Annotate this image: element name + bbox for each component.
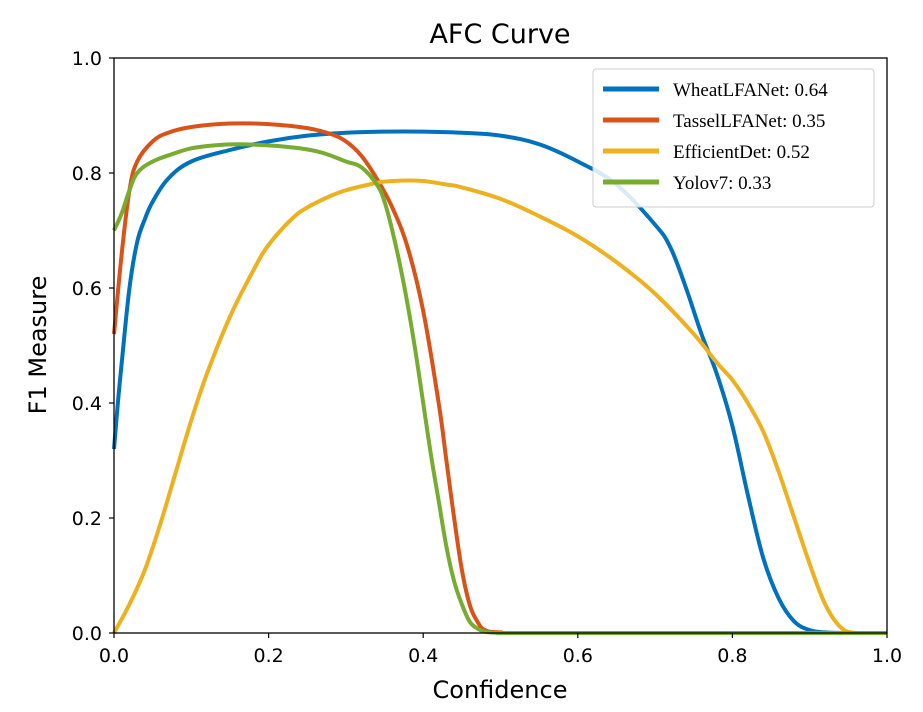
y-tick-label: 1.0 [72, 48, 102, 70]
x-tick-label: 0.8 [717, 645, 747, 667]
y-tick-label: 0.6 [72, 278, 102, 300]
legend-box [592, 68, 875, 208]
legend-label-3: Yolov7: 0.33 [673, 173, 771, 194]
y-tick-label: 0.0 [72, 623, 102, 645]
legend-label-2: EfficientDet: 0.52 [673, 142, 810, 163]
y-tick-label: 0.2 [72, 508, 102, 530]
series-line-1 [112, 121, 887, 636]
x-tick-label: 0.0 [99, 645, 129, 667]
legend: WheatLFANet: 0.64 TasselLFANet: 0.35 Effic… [592, 68, 875, 208]
y-tick-label: 0.8 [72, 163, 102, 185]
plot-frame [113, 57, 888, 634]
x-tick-label: 0.2 [253, 645, 283, 667]
series-layer [112, 121, 887, 636]
legend-label-0: WheatLFANet: 0.64 [673, 80, 828, 101]
tick-layer: 0.0 0.2 0.4 0.6 0.8 1.0 0.0 0.2 0.4 0.6 0.8 1.0 [72, 48, 902, 667]
x-axis-label: Confidence [433, 676, 568, 704]
y-tick-label: 0.4 [72, 393, 102, 415]
series-line-2 [112, 178, 887, 635]
legend-label-1: TasselLFANet: 0.35 [673, 111, 825, 132]
x-tick-label: 1.0 [872, 645, 902, 667]
y-axis-label: F1 Measure [24, 276, 52, 415]
x-tick-label: 0.4 [408, 645, 438, 667]
series-line-3 [112, 142, 887, 636]
chart-title: AFC Curve [429, 19, 570, 50]
x-tick-label: 0.6 [563, 645, 593, 667]
series-line-0 [112, 129, 887, 635]
